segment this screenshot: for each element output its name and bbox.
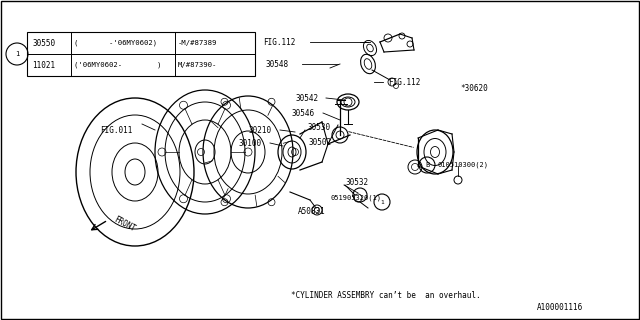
Text: 30530: 30530 (307, 123, 330, 132)
Text: 051905320(1): 051905320(1) (330, 195, 381, 201)
Text: A100001116: A100001116 (537, 303, 583, 312)
Text: B: B (425, 162, 429, 168)
Text: FRONT: FRONT (112, 215, 137, 233)
Text: 30546: 30546 (291, 108, 314, 117)
Text: 30550: 30550 (32, 38, 55, 47)
Text: 30532: 30532 (345, 178, 368, 187)
Text: 11021: 11021 (32, 60, 55, 69)
Text: 30542: 30542 (295, 93, 318, 102)
Text: FIG.011: FIG.011 (100, 125, 132, 134)
Text: (       -'06MY0602): ( -'06MY0602) (74, 40, 157, 46)
Bar (27, 32, 255, 76)
Text: *30620: *30620 (460, 84, 488, 92)
Text: 30548: 30548 (265, 60, 288, 68)
Text: FIG.112: FIG.112 (388, 77, 420, 86)
Text: 1: 1 (15, 51, 19, 57)
Text: A50831: A50831 (298, 207, 326, 217)
Text: 30100: 30100 (238, 139, 261, 148)
Text: FIG.112: FIG.112 (263, 37, 296, 46)
Text: 30210: 30210 (248, 125, 271, 134)
Text: ('06MY0602-        ): ('06MY0602- ) (74, 62, 161, 68)
Text: *CYLINDER ASSEMBRY can’t be  an overhaul.: *CYLINDER ASSEMBRY can’t be an overhaul. (291, 292, 481, 300)
Text: 1: 1 (380, 199, 384, 204)
Text: 30502: 30502 (308, 138, 331, 147)
Text: M/#87390-: M/#87390- (178, 62, 218, 68)
Text: 010510300(2): 010510300(2) (437, 162, 488, 168)
Text: -M/#87389: -M/#87389 (178, 40, 218, 46)
